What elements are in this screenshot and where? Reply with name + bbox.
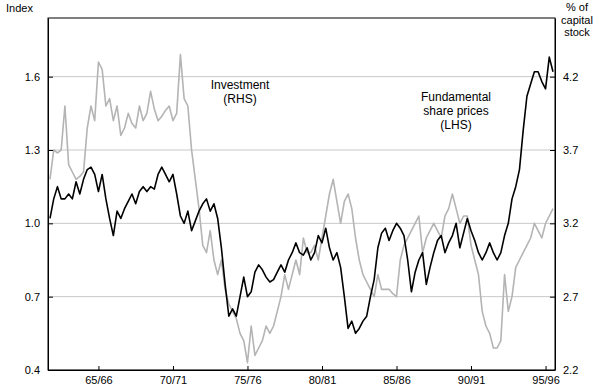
- tick-label: 3.7: [563, 144, 578, 156]
- tick-label: 75/76: [234, 374, 262, 386]
- tick-mark: [322, 366, 323, 370]
- tick-label: 0.4: [25, 364, 40, 376]
- tick: 0.7: [25, 291, 53, 303]
- tick-label: 2.7: [563, 291, 578, 303]
- y2-axis-title: % ofcapitalstock: [561, 1, 593, 38]
- tick: 3.2: [550, 217, 578, 229]
- tick-mark: [173, 366, 174, 370]
- y2-axis-title-line: % of: [566, 1, 589, 13]
- annotation: share prices: [423, 104, 488, 118]
- annotation: Fundamental: [421, 90, 491, 104]
- tick: 0.4: [25, 364, 53, 376]
- chart: 0.4 0.7 1.0 1.3 1.6 2.2 2.7 3.2 3.7 4.2 65/66 70/71…: [0, 0, 600, 389]
- tick-label: 1.3: [25, 144, 40, 156]
- tick-mark: [550, 150, 555, 151]
- tick: 90/91: [458, 366, 486, 386]
- tick: 75/76: [234, 366, 262, 386]
- tick-mark: [98, 366, 99, 370]
- y-axis: 0.4 0.7 1.0 1.3 1.6: [25, 19, 53, 377]
- tick-label: 70/71: [160, 374, 188, 386]
- annotation: (LHS): [440, 118, 471, 132]
- tick-mark: [48, 223, 53, 224]
- y2-axis-line: [555, 19, 556, 371]
- annotation: (RHS): [223, 92, 256, 106]
- series-line: [50, 57, 553, 333]
- tick-mark: [48, 150, 53, 151]
- tick: 85/86: [383, 366, 411, 386]
- tick-label: 65/66: [85, 374, 113, 386]
- tick-mark: [397, 366, 398, 370]
- y2-axis-title-line: capital: [561, 14, 593, 26]
- tick-mark: [471, 366, 472, 370]
- tick: 65/66: [85, 366, 113, 386]
- tick: 95/96: [532, 366, 560, 386]
- tick-label: 0.7: [25, 291, 40, 303]
- tick: 1.6: [25, 71, 53, 83]
- tick-mark: [550, 297, 555, 298]
- tick-label: 2.2: [563, 364, 578, 376]
- grid-line: [48, 76, 555, 77]
- y-axis-line: [48, 19, 49, 371]
- y2-axis: 2.2 2.7 3.2 3.7 4.2: [550, 19, 578, 377]
- annotation: Investment: [211, 78, 270, 92]
- tick-label: 3.2: [563, 217, 578, 229]
- lines: [50, 55, 553, 363]
- tick-label: 1.0: [25, 217, 40, 229]
- tick-label: 85/86: [383, 374, 411, 386]
- tick-label: 90/91: [458, 374, 486, 386]
- tick: 1.0: [25, 217, 53, 229]
- tick: 80/81: [309, 366, 337, 386]
- tick-label: 80/81: [309, 374, 337, 386]
- series-line: [50, 55, 553, 363]
- tick: 70/71: [160, 366, 188, 386]
- tick-mark: [48, 77, 53, 78]
- tick: 1.3: [25, 144, 53, 156]
- x-axis: 65/66 70/71 75/76 80/81 85/86 90/91 95/96: [51, 366, 560, 386]
- grid: [48, 77, 555, 370]
- x-axis-line: [51, 370, 554, 371]
- y-axis-title: Index: [6, 2, 33, 14]
- tick-label: 95/96: [532, 374, 560, 386]
- tick-mark: [550, 223, 555, 224]
- grid-line: [48, 150, 555, 151]
- grid-line: [48, 223, 555, 224]
- tick: 4.2: [550, 71, 578, 83]
- tick-mark: [546, 366, 547, 370]
- tick-mark: [247, 366, 248, 370]
- annotations: Investment(RHS) Fundamentalshare prices(L…: [211, 78, 491, 132]
- grid-line: [48, 296, 555, 297]
- tick: 3.7: [550, 144, 578, 156]
- y2-axis-title-line: stock: [564, 26, 590, 38]
- tick: 2.7: [550, 291, 578, 303]
- tick-mark: [550, 77, 555, 78]
- tick-label: 1.6: [25, 71, 40, 83]
- tick-mark: [48, 297, 53, 298]
- tick-label: 4.2: [563, 71, 578, 83]
- plot-frame: [48, 18, 555, 370]
